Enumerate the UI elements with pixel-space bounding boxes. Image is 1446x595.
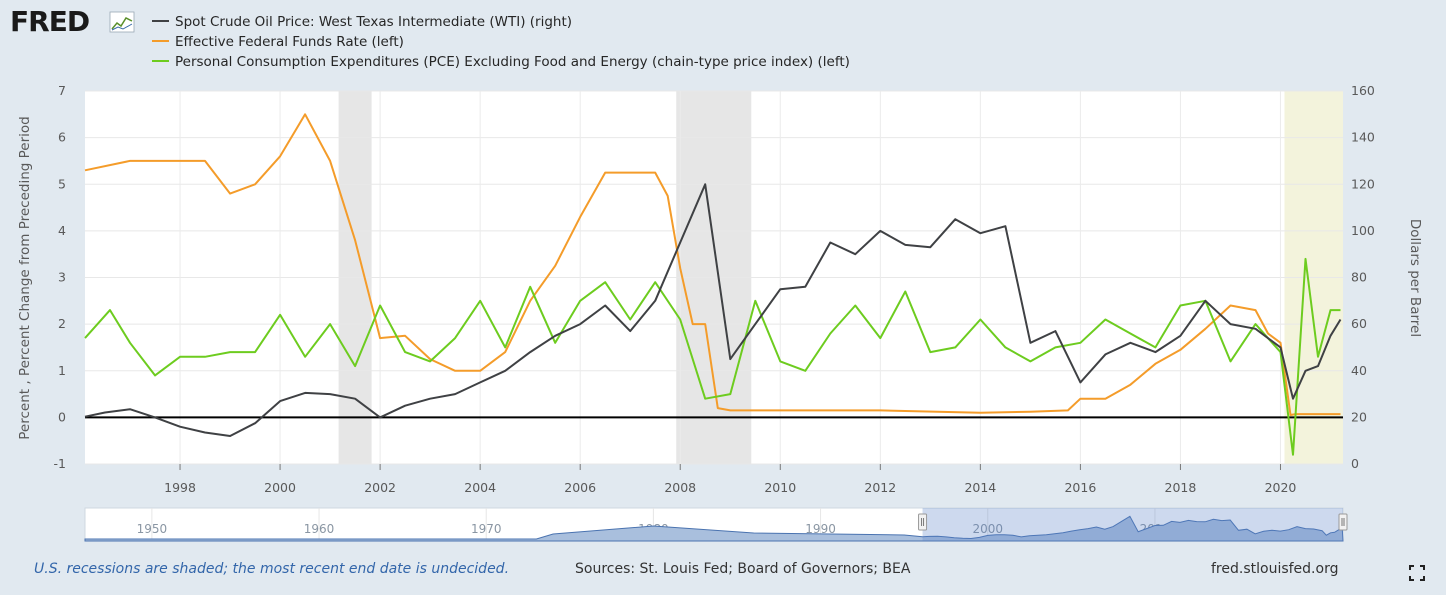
y-tick-right-2: 40: [1351, 363, 1367, 378]
y-tick-right-1: 20: [1351, 409, 1367, 424]
x-tick-7: 2012: [864, 480, 896, 495]
x-tick-5: 2008: [664, 480, 696, 495]
series-line-0: [84, 183, 1342, 437]
x-tick-6: 2010: [764, 480, 796, 495]
legend-label-0: Spot Crude Oil Price: West Texas Interme…: [175, 14, 572, 30]
y-tick-right-7: 140: [1351, 130, 1375, 145]
fred-logo-text: FRED: [10, 6, 89, 36]
y-tick-right-8: 160: [1351, 83, 1375, 98]
y-tick-right-5: 100: [1351, 223, 1375, 238]
x-tick-2: 2002: [364, 480, 396, 495]
fred-logo-chart-icon: [109, 11, 135, 33]
series-line-2: [84, 257, 1341, 456]
navigator-label-1: 1960: [304, 522, 335, 536]
y-tick-right-4: 80: [1351, 270, 1367, 285]
legend-label-1: Effective Federal Funds Rate (left): [175, 34, 404, 50]
series-lines: [84, 113, 1342, 456]
x-tick-10: 2018: [1165, 480, 1197, 495]
navigator-selection: [922, 508, 1343, 541]
gridlines: [85, 90, 1343, 465]
y-tick-left-1: 0: [58, 409, 66, 424]
navigator-label-0: 1950: [137, 522, 168, 536]
y-tick-left-5: 4: [58, 223, 66, 238]
recession-note: U.S. recessions are shaded; the most rec…: [34, 561, 510, 577]
x-tick-3: 2004: [464, 480, 496, 495]
y-tick-left-3: 2: [58, 316, 66, 331]
fullscreen-icon[interactable]: [1408, 564, 1426, 582]
range-navigator[interactable]: 1950196019701980199020002010: [84, 507, 1348, 542]
navigator-area: [84, 515, 1344, 542]
y-tick-left-8: 7: [58, 83, 66, 98]
navigator-handle-0[interactable]: [918, 513, 928, 531]
sources-text: Sources: St. Louis Fed; Board of Governo…: [575, 561, 911, 577]
navigator-label-2: 1970: [471, 522, 502, 536]
y-axis-right-title: Dollars per Barrel: [1407, 219, 1423, 337]
x-tick-8: 2014: [964, 480, 996, 495]
navigator-handle-1[interactable]: [1338, 513, 1348, 531]
x-tick-9: 2016: [1064, 480, 1096, 495]
y-tick-left-0: -1: [54, 456, 66, 471]
y-tick-left-6: 5: [58, 176, 66, 191]
y-tick-right-6: 120: [1351, 176, 1375, 191]
y-tick-left-2: 1: [58, 363, 66, 378]
x-tick-1: 2000: [264, 480, 296, 495]
y-tick-left-7: 6: [58, 130, 66, 145]
navigator-label-4: 1990: [805, 522, 836, 536]
x-tick-4: 2006: [564, 480, 596, 495]
legend: Spot Crude Oil Price: West Texas Interme…: [152, 14, 850, 70]
y-tick-right-3: 60: [1351, 316, 1367, 331]
legend-label-2: Personal Consumption Expenditures (PCE) …: [175, 54, 850, 70]
series-line-1: [84, 113, 1341, 416]
navigator-label-5: 2000: [972, 522, 1003, 536]
x-tick-0: 1998: [164, 480, 196, 495]
fred-logo: FRED: [10, 6, 135, 36]
site-url[interactable]: fred.stlouisfed.org: [1211, 561, 1339, 577]
y-axis-left-title: Percent , Percent Change from Preceding …: [17, 116, 33, 439]
tick-labels: -1 0 1 2 3 4 5 6 7 0 20 40 60 80 100 120 140 160 1998 2000 2…: [54, 83, 1375, 495]
x-tick-11: 2020: [1265, 480, 1297, 495]
y-tick-right-0: 0: [1351, 456, 1359, 471]
y-tick-left-4: 3: [58, 270, 66, 285]
